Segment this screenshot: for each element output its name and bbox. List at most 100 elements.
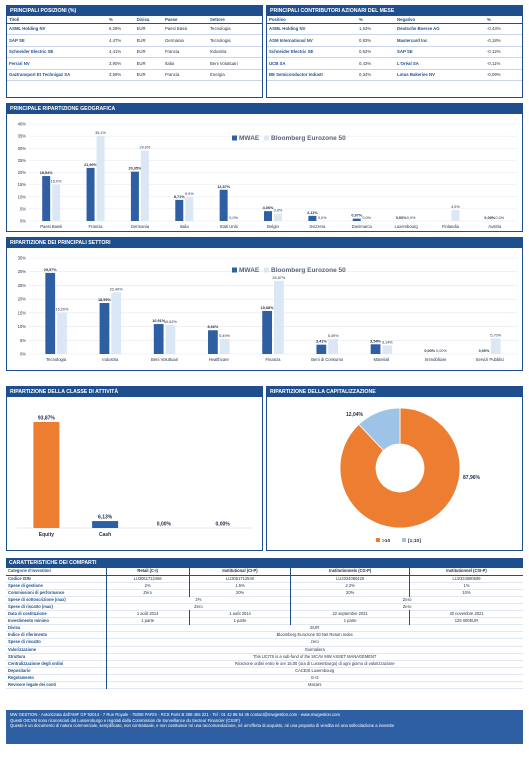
col-header: Negativo [395,16,485,24]
table-cell: Gaztransport Et Technigaz SA [9,72,71,78]
valuation-value: Giornaliera [105,646,523,654]
bar [219,189,228,221]
table-cell: EUR [136,37,146,43]
legend-swatch [232,135,237,141]
bar [165,324,176,354]
bar-label: 0,00% [484,216,495,220]
y-tick-label: 0% [20,352,26,357]
table-row: ASML Holding NV 6,28% EUR Paesi Bassi Tecnol… [7,23,262,35]
bar-label: 20,35% [128,167,142,171]
col-header: Positivo [267,16,357,24]
legend-swatch [232,267,237,273]
col-header: % [357,16,395,24]
y-tick-label: 15% [18,182,27,187]
redemp-value: Zero [290,603,523,611]
table-row: SAP SE 4,47% EUR Germania Tecnologia [7,35,262,46]
bar-label: 15,20% [56,307,70,311]
redemption-fee-label: Spese di riscatto [8,639,41,645]
legend-label: Bloomberg Eurozone 50 [271,267,346,274]
table-cell: Beni Voluttuari [209,60,238,66]
bar [42,176,51,221]
table-cell: Francia [164,49,180,55]
bar-label: 0,0% [407,216,416,220]
y-tick-label: 5% [20,206,26,211]
table-cell: Ferrari NV [9,60,30,66]
legend-label: MWAE [239,135,260,142]
col-header: Settore [207,16,262,24]
bar [316,344,327,354]
y-tick-label: 15% [18,310,27,315]
perf-value: 20% [188,589,291,597]
date-label: Data di costituzione [8,611,47,617]
min-value: 1 parte [188,617,291,625]
table-cell: Tecnologia [209,37,231,43]
table-row: Schneider Electric SE 0,52% SAP SE -0,12% [267,46,522,58]
table-row: ASML Holding NV 1,63% Deutsche Boerse AG -0… [267,23,522,35]
subscr-label: Spese di sottoscrizione (max) [8,596,66,602]
table-cell: -0,18% [487,37,501,43]
bar [185,196,194,221]
table-cell: Energia [209,72,225,78]
characteristics-panel: CARATTERISTICHE DEI COMPARTI Categorie d… [6,558,523,689]
table-cell: SAP SE [9,37,25,43]
redemp-label: Spese di riscatto (max) [8,604,53,610]
x-tick-label: Austria [488,224,502,229]
col-header: Divisa [134,16,163,24]
y-tick-label: 10% [18,324,27,329]
bar-label: 0,00% [216,522,231,528]
table-cell: 4,41% [109,49,122,55]
table-cell: BE Semiconductor Industr [269,72,324,78]
mgmt-value: 2.2% [290,582,410,590]
table-row: ASM International NV 0,83% Mastercard Inc -… [267,35,522,46]
bar-label: 8,66% [208,325,219,329]
table-cell: EUR [136,72,146,78]
table-row: Schneider Electric SE 4,41% EUR Francia Indu… [7,46,262,58]
bar-label: 15,0% [51,180,62,184]
y-tick-label: 20% [18,170,27,175]
bar [92,521,119,528]
bar-label: 0,00% [479,349,490,353]
x-tick-label: Luxembourg [394,224,418,229]
bar [33,421,60,528]
bar-label: 26,67% [272,276,286,280]
table-cell: 3,59% [109,72,122,78]
table-cell: SAP SE [397,49,413,55]
table-cell: 6,28% [109,26,122,32]
table-cell: Industria [209,49,227,55]
bar-label: 0,97% [351,214,362,218]
y-tick-label: 0% [20,219,26,224]
table-cell: 3,90% [109,60,122,66]
bar-label: 0,00% [396,216,407,220]
y-tick-label: 35% [18,134,27,139]
bar-label: 0,0% [318,216,327,220]
x-tick-label: Finanza [266,357,282,362]
y-tick-label: 35% [18,256,27,261]
x-tick-label: Industria [102,357,119,362]
bar [308,215,317,221]
bar [96,135,105,221]
col-header: Titoli [7,16,107,24]
bar-label: 12,87% [217,185,231,189]
bar-label: 2,11% [307,211,318,215]
bar-label: 3,54% [370,339,381,343]
bar [328,338,338,354]
legend-label: MWAE [239,267,260,274]
table-cell: -0,09% [487,72,501,78]
bar-label: 4,06% [263,206,274,210]
isin-value: LU3061712466 [105,575,190,583]
x-tick-label: Germania [131,224,150,229]
auditor-value: Mazars [105,681,523,689]
bar-label: 0,00% [436,349,447,353]
bar [490,338,501,354]
cap-chart-panel: RIPARTIZIONE DELLA CAPITALIZZAZIONE 87,9… [266,386,523,551]
col-header: Paese [162,16,208,24]
categories-label: Categorie d'investitori [6,568,106,576]
table-cell: 1,63% [359,26,372,32]
perf-label: Commissioni di performance [8,589,65,595]
subscr-value: 2% [105,596,291,604]
regulation-label: Regolamento [8,674,34,680]
bar [382,345,393,354]
isin-value: LU3061712540 [188,575,291,583]
bar [52,184,61,221]
bar [153,324,164,354]
